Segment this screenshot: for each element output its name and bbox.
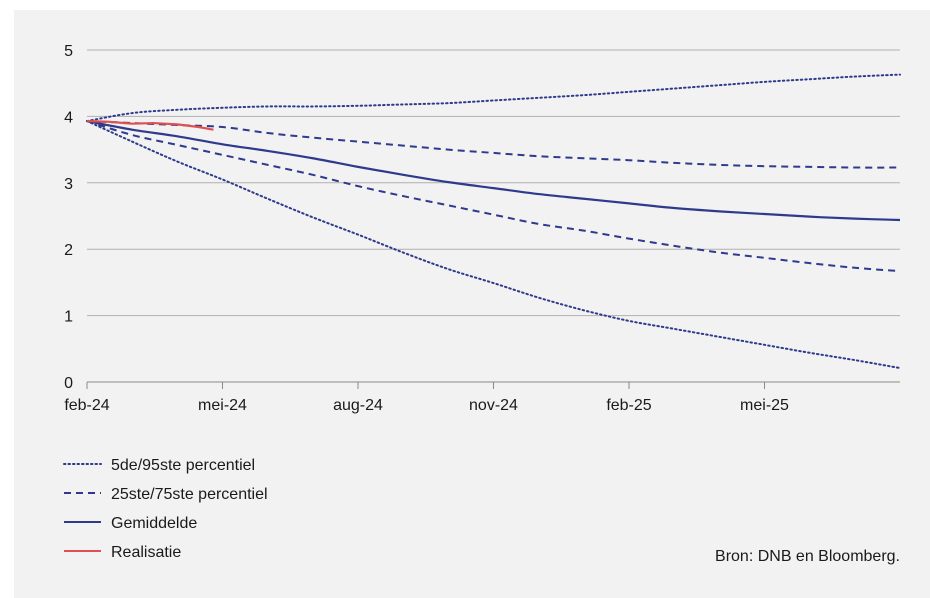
x-tick-label: nov-24	[469, 397, 518, 414]
x-axis: feb-24 mei-24 aug-24 nov-24 feb-25 mei-25	[64, 382, 789, 414]
legend-label: 5de/95ste percentiel	[111, 457, 255, 474]
y-tick-label: 2	[64, 242, 73, 259]
series-line-25ste-75ste-percentiel	[86, 120, 901, 169]
legend-label: Gemiddelde	[111, 515, 197, 532]
series-line-5de-95ste-percentiel	[86, 73, 901, 123]
source-note: Bron: DNB en Bloomberg.	[715, 548, 900, 565]
legend-label: 25ste/75ste percentiel	[111, 486, 268, 503]
x-tick-label: feb-25	[606, 397, 651, 414]
y-tick-label: 4	[64, 109, 73, 126]
y-axis-ticks: 0 1 2 3 4 5	[64, 43, 73, 392]
series-line-5de-95ste-percentiel	[86, 120, 901, 370]
series-line-gemiddelde	[86, 119, 901, 222]
x-tick-label: feb-24	[64, 397, 109, 414]
series-line-realisatie	[86, 119, 214, 131]
y-tick-label: 5	[64, 43, 73, 60]
series-line-25ste-75ste-percentiel	[86, 120, 901, 273]
y-tick-label: 1	[64, 309, 73, 326]
series-lines	[86, 73, 901, 370]
x-tick-label: mei-25	[740, 397, 789, 414]
gridlines	[87, 49, 900, 383]
legend-label: Realisatie	[111, 544, 181, 561]
legend: 5de/95ste percentiel 25ste/75ste percenti…	[63, 457, 268, 561]
chart-panel	[14, 10, 930, 598]
y-tick-label: 3	[64, 176, 73, 193]
x-tick-label: mei-24	[198, 397, 247, 414]
x-tick-label: aug-24	[333, 397, 383, 414]
y-tick-label: 0	[64, 375, 73, 392]
